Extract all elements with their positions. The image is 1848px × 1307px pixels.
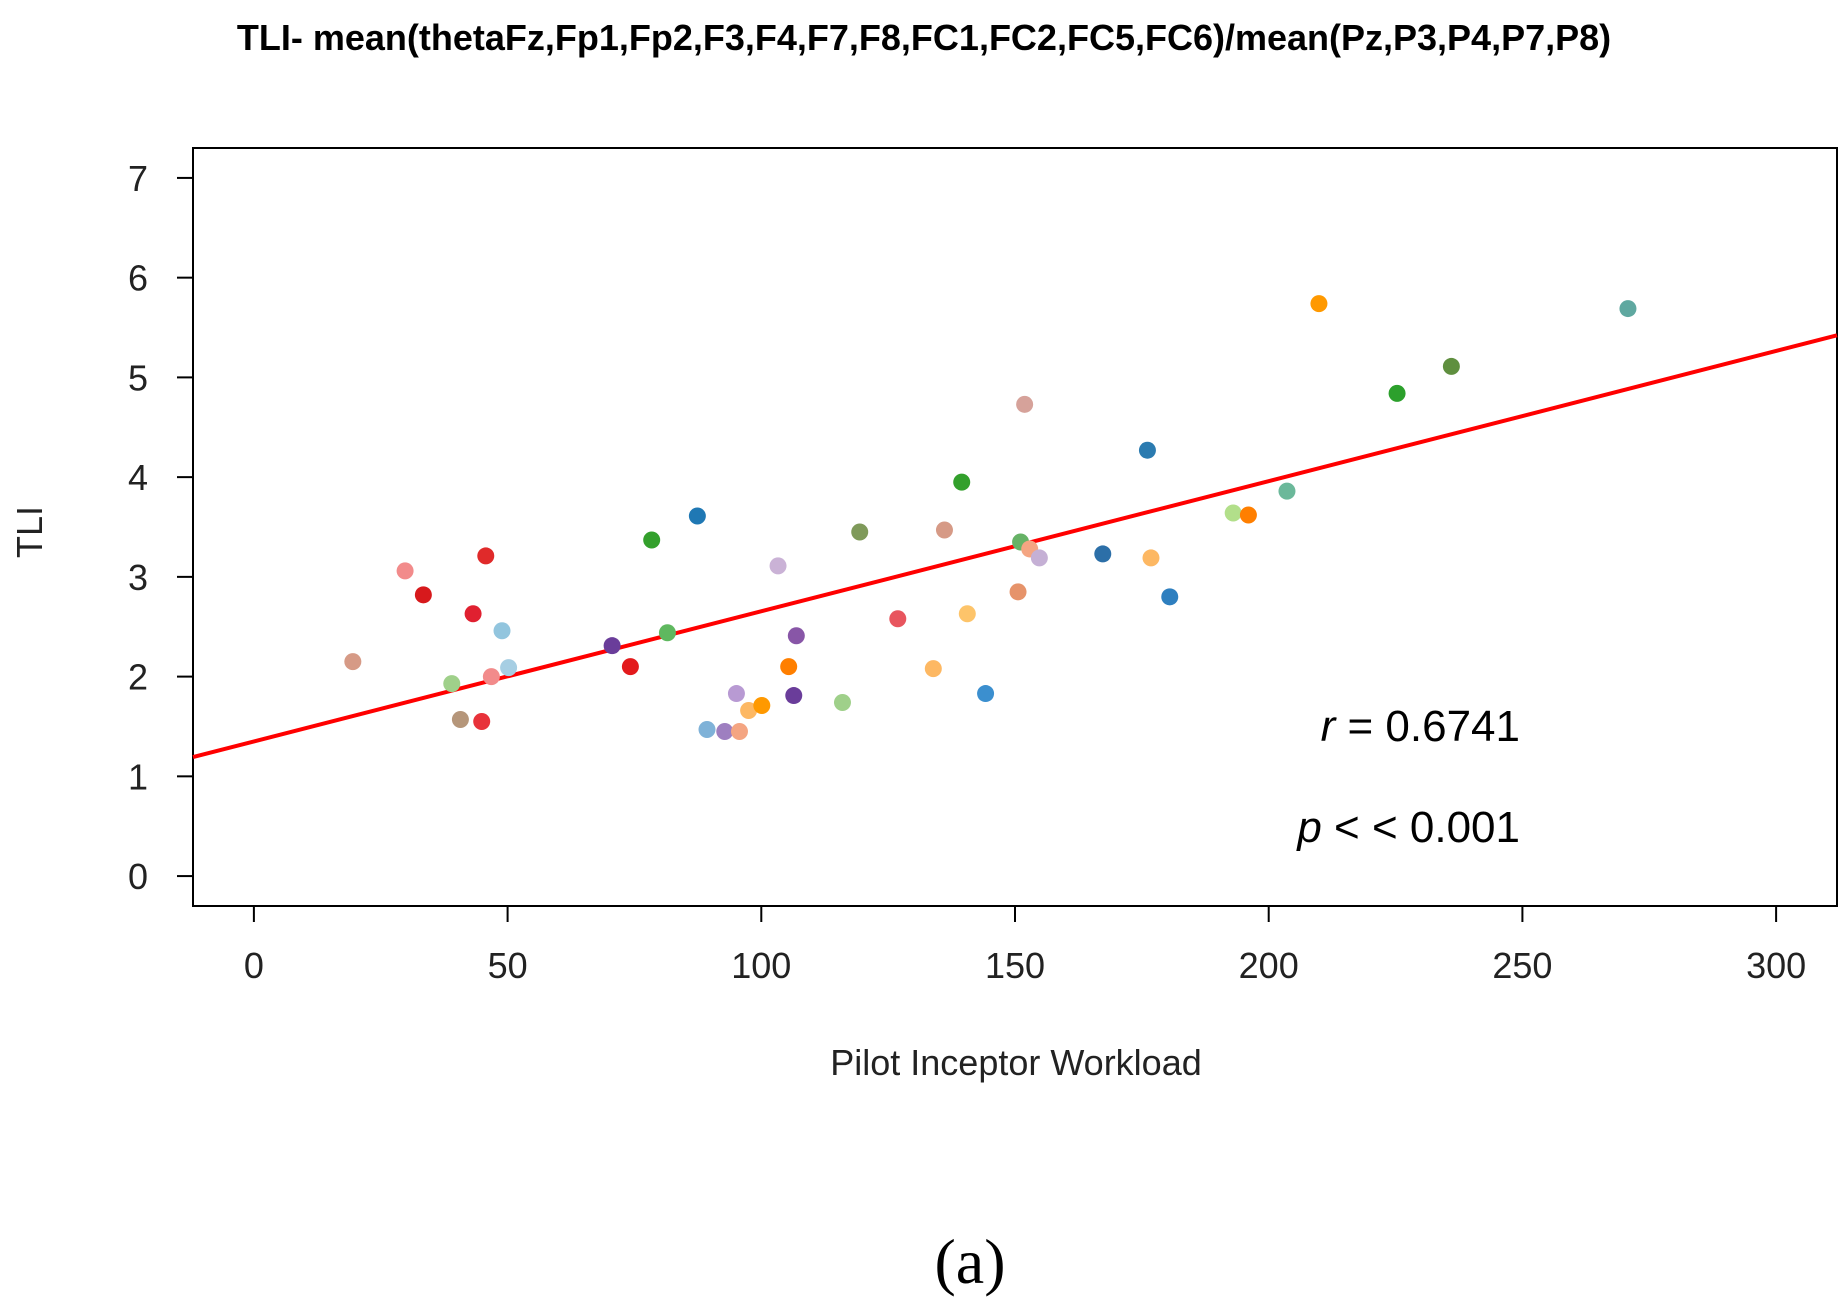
data-point xyxy=(1388,384,1406,402)
y-axis-label: TLI xyxy=(9,506,50,558)
data-point xyxy=(958,605,976,623)
data-point xyxy=(833,694,851,712)
data-point xyxy=(464,605,482,623)
r-value: = 0.6741 xyxy=(1335,702,1520,751)
x-tick-label: 250 xyxy=(1492,945,1552,986)
x-tick-label: 100 xyxy=(731,945,791,986)
data-point xyxy=(780,658,798,676)
data-point xyxy=(753,697,771,715)
data-point xyxy=(603,637,621,655)
data-point xyxy=(1030,549,1048,567)
points-group xyxy=(344,295,1637,740)
y-tick-label: 6 xyxy=(128,258,148,299)
data-point xyxy=(1278,482,1296,500)
plot-frame-group xyxy=(192,147,1838,907)
y-axis: 0 1 2 3 4 5 6 7 xyxy=(128,158,193,897)
data-point xyxy=(787,627,805,645)
data-point xyxy=(1138,441,1156,459)
data-point xyxy=(1442,357,1460,375)
data-point xyxy=(785,687,803,705)
data-point xyxy=(1094,545,1112,563)
x-tick-label: 150 xyxy=(985,945,1045,986)
data-point xyxy=(414,586,432,604)
data-point xyxy=(1224,504,1242,522)
x-tick-label: 300 xyxy=(1746,945,1806,986)
svg-text:r = 0.6741: r = 0.6741 xyxy=(1321,702,1520,751)
p-symbol: p xyxy=(1295,803,1321,852)
data-point xyxy=(889,610,907,628)
data-point xyxy=(1161,588,1179,606)
data-point xyxy=(482,668,500,686)
r-symbol: r xyxy=(1321,702,1338,751)
y-tick-label: 5 xyxy=(128,357,148,398)
data-point xyxy=(477,547,495,565)
figure-caption: (a) xyxy=(934,1226,1005,1297)
data-point xyxy=(493,622,511,640)
data-point xyxy=(473,712,491,730)
x-axis-label: Pilot Inceptor Workload xyxy=(830,1042,1202,1083)
data-point xyxy=(396,562,414,580)
x-tick-label: 200 xyxy=(1239,945,1299,986)
y-tick-label: 4 xyxy=(128,457,148,498)
data-point xyxy=(1239,506,1257,524)
data-point xyxy=(643,531,661,549)
data-point xyxy=(1310,295,1328,313)
plot-frame xyxy=(192,147,1838,907)
data-point xyxy=(1142,549,1160,567)
y-tick-label: 0 xyxy=(128,856,148,897)
data-point xyxy=(716,722,734,740)
data-point xyxy=(769,557,787,575)
chart-title: TLI- mean(thetaFz,Fp1,Fp2,F3,F4,F7,F8,FC… xyxy=(237,17,1611,58)
y-tick-label: 1 xyxy=(128,756,148,797)
data-point xyxy=(953,473,971,491)
data-point xyxy=(500,659,518,677)
data-point xyxy=(621,658,639,676)
data-point xyxy=(851,523,869,541)
svg-text:p < < 0.001: p < < 0.001 xyxy=(1295,803,1520,852)
data-point xyxy=(1619,300,1637,318)
data-point xyxy=(924,660,942,678)
data-point xyxy=(451,710,469,728)
y-tick-label: 7 xyxy=(128,158,148,199)
data-point xyxy=(658,624,676,642)
data-point xyxy=(698,720,716,738)
data-point xyxy=(935,521,953,539)
y-tick-label: 2 xyxy=(128,657,148,698)
x-tick-label: 0 xyxy=(244,945,264,986)
data-point xyxy=(977,685,995,703)
data-point xyxy=(1016,395,1034,413)
data-point xyxy=(740,702,758,720)
data-point xyxy=(688,507,706,525)
x-axis: 0 50 100 150 200 250 300 xyxy=(244,906,1806,986)
data-point xyxy=(727,685,745,703)
correlation-annotation: r = 0.6741 p < < 0.001 xyxy=(1295,702,1520,852)
y-tick-label: 3 xyxy=(128,557,148,598)
p-value: < < 0.001 xyxy=(1322,803,1520,852)
data-point xyxy=(443,675,461,693)
data-point xyxy=(344,653,362,671)
x-tick-label: 50 xyxy=(488,945,528,986)
data-point xyxy=(1009,583,1027,601)
data-point xyxy=(730,722,748,740)
